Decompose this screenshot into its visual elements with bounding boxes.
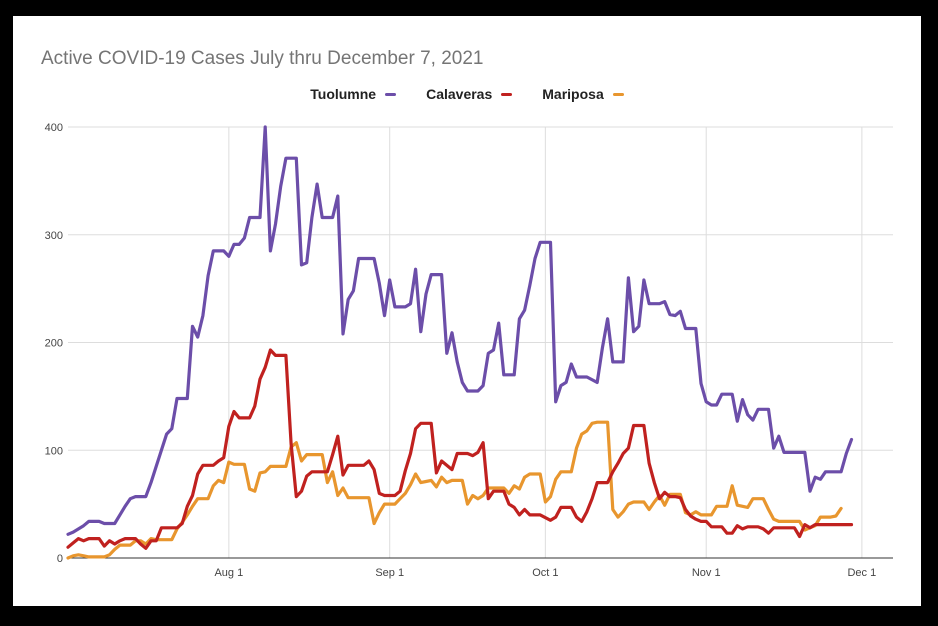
x-tick-label: Sep 1 [375, 567, 404, 579]
chart-title: Active COVID-19 Cases July thru December… [41, 48, 484, 69]
legend-label-mariposa: Mariposa [542, 86, 604, 102]
y-tick-label: 200 [45, 338, 63, 350]
chart-card: Active COVID-19 Cases July thru December… [13, 16, 921, 606]
x-tick-label: Nov 1 [692, 567, 721, 579]
x-tick-label: Aug 1 [214, 567, 243, 579]
y-tick-label: 400 [45, 122, 63, 134]
legend-swatch-tuolumne [385, 92, 397, 96]
legend-label-tuolumne: Tuolumne [310, 86, 377, 102]
legend-swatch-mariposa [612, 92, 624, 96]
legend-item-mariposa[interactable]: Mariposa [542, 86, 624, 102]
series-line-tuolumne [66, 125, 854, 536]
y-tick-label: 300 [45, 230, 63, 242]
legend-label-calaveras: Calaveras [426, 86, 493, 102]
legend-swatch-calaveras [501, 92, 513, 96]
legend-item-calaveras[interactable]: Calaveras [426, 86, 513, 102]
series-line-calaveras [66, 348, 854, 550]
x-tick-label: Dec 1 [847, 567, 876, 579]
y-tick-label: 0 [57, 553, 63, 565]
legend-item-tuolumne[interactable]: Tuolumne [310, 86, 397, 102]
series-line-mariposa [66, 420, 843, 560]
x-tick-label: Oct 1 [532, 567, 558, 579]
chart-plot-area: 0 100 200 300 400 Aug 1 Sep 1 Oct 1 Nov 1 Dec 1 [45, 122, 893, 579]
y-tick-label: 100 [45, 445, 63, 457]
chart-legend: Tuolumne Calaveras Mariposa [13, 86, 921, 102]
